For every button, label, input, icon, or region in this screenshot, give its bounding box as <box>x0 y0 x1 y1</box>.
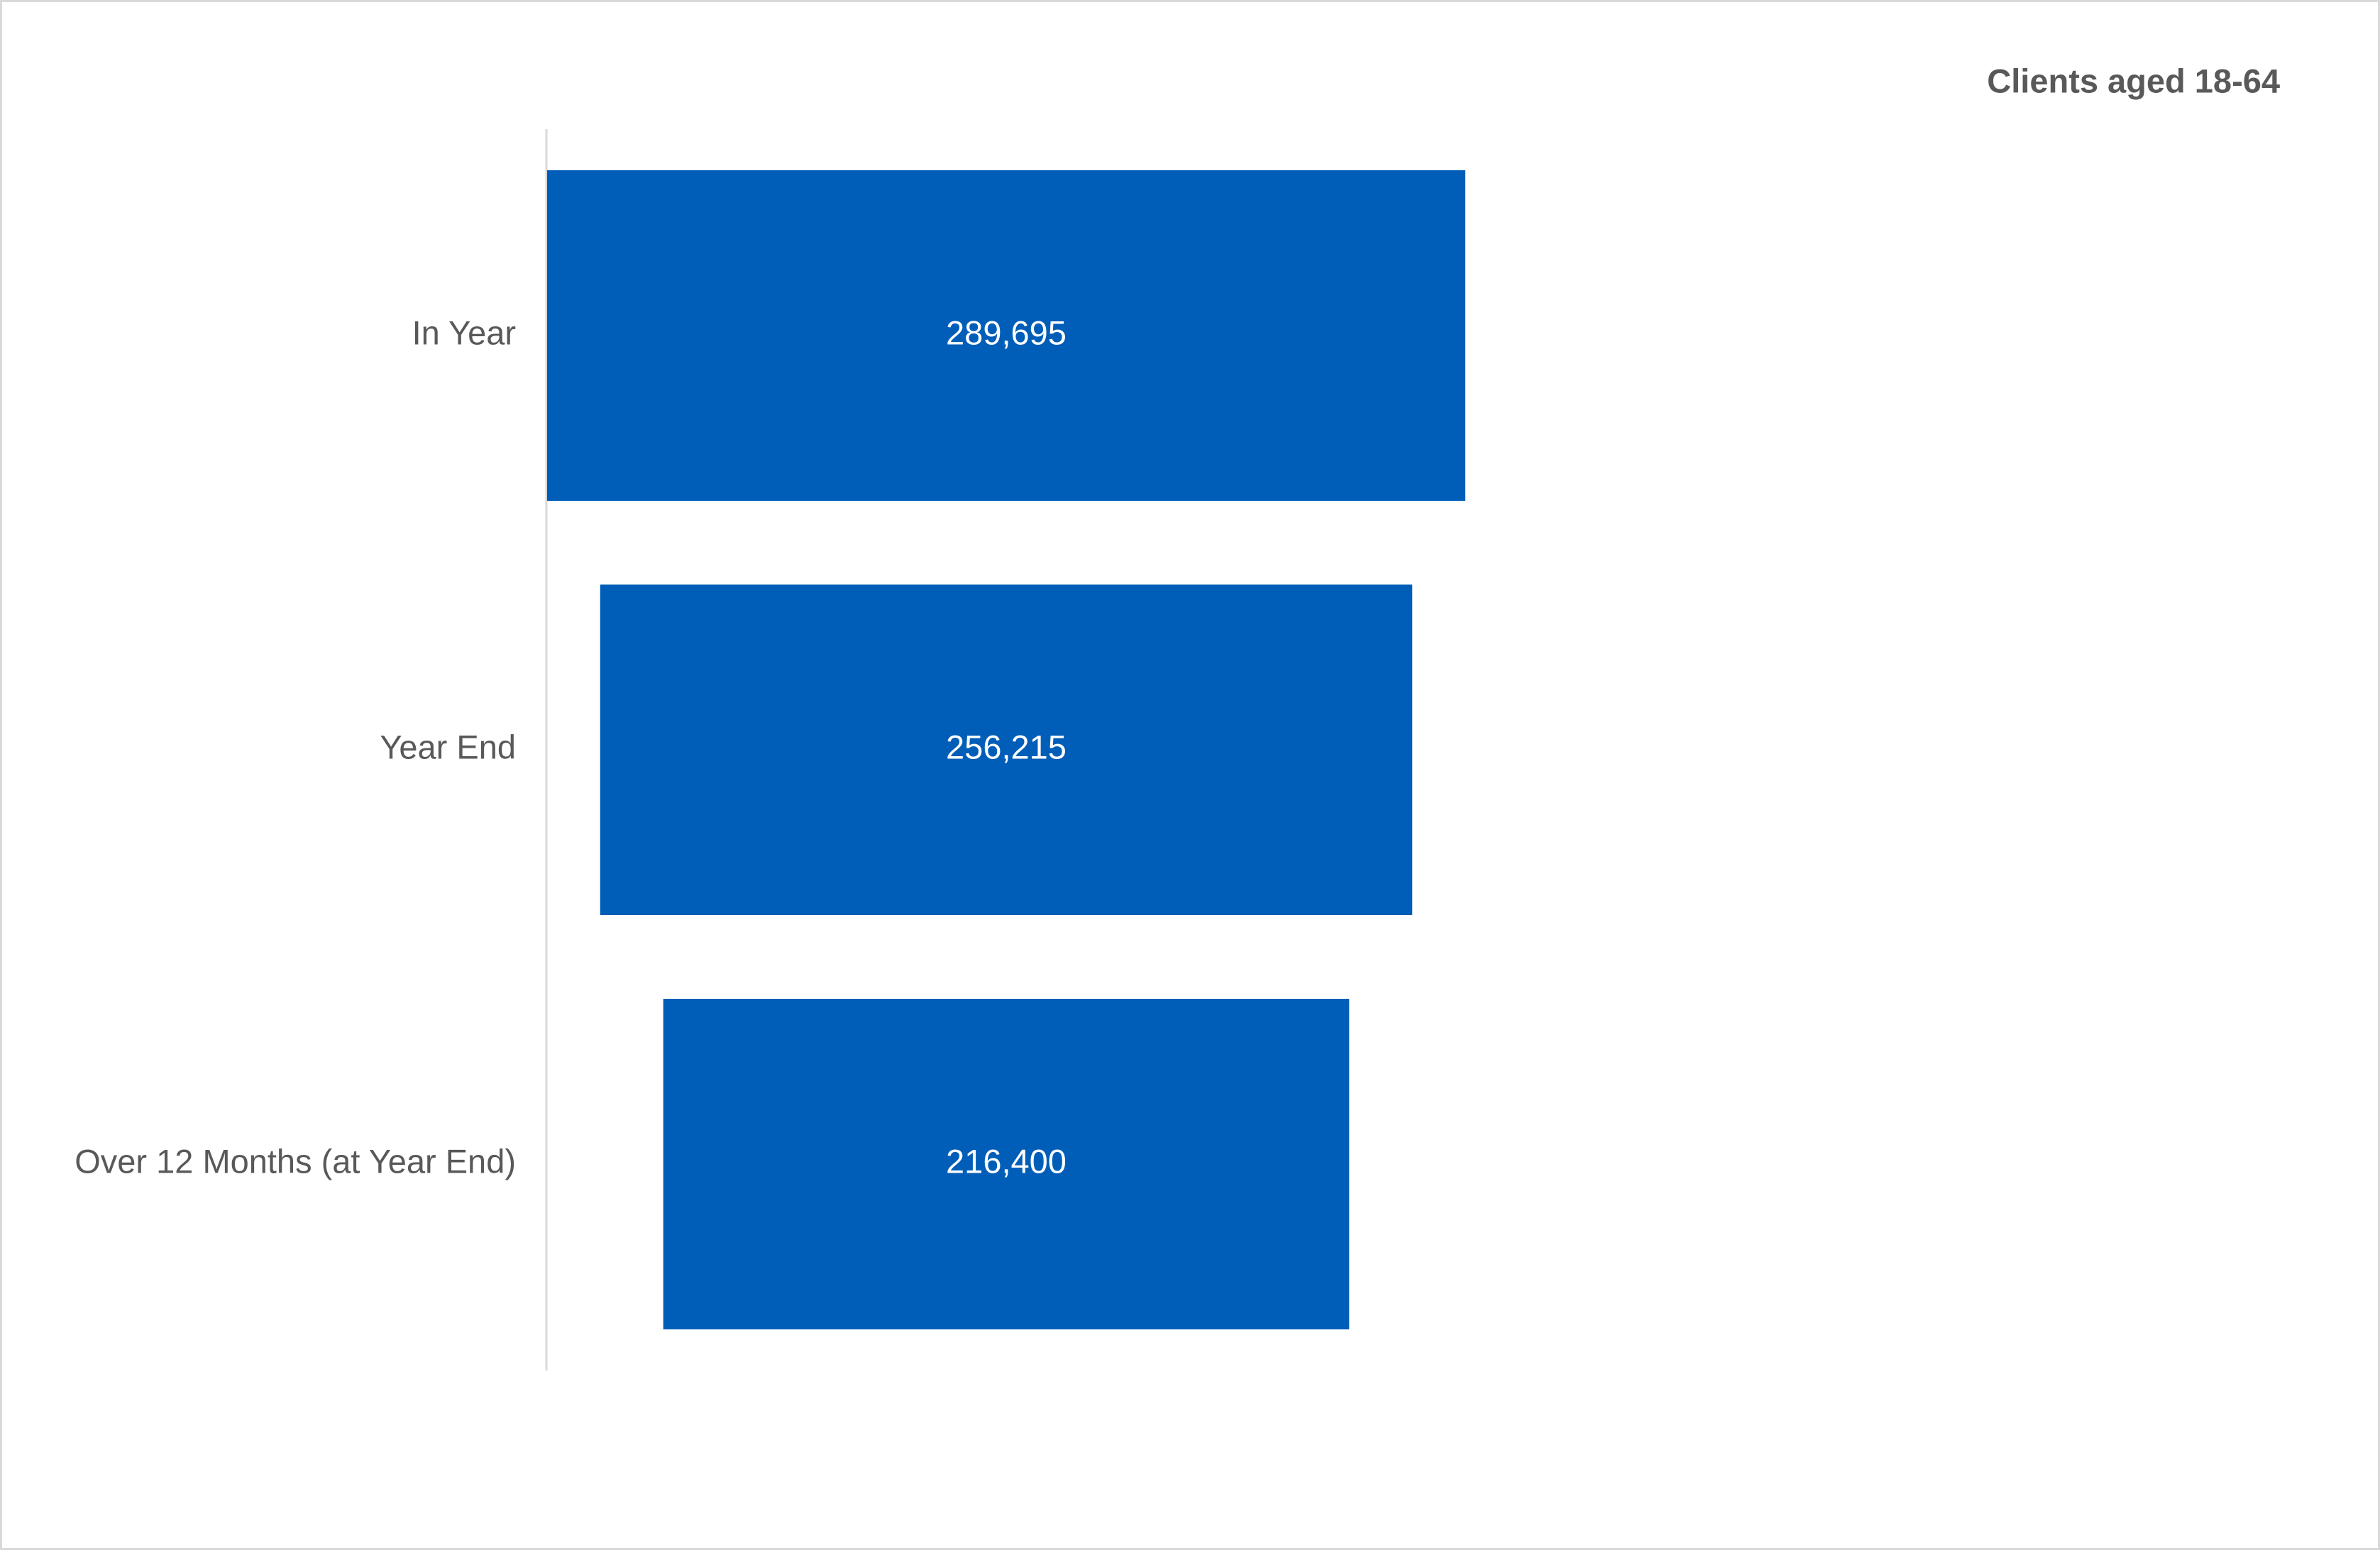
value-label: 216,400 <box>946 1142 1067 1180</box>
value-label: 289,695 <box>946 314 1067 351</box>
category-label: Year End <box>380 728 516 765</box>
funnel-bar <box>663 999 1350 1329</box>
category-label: In Year <box>412 314 516 351</box>
funnel-bar <box>600 585 1413 915</box>
value-label: 256,215 <box>946 728 1067 765</box>
funnel-bar <box>547 170 1465 501</box>
chart-title: Clients aged 18-64 <box>1987 62 2280 99</box>
category-label: Over 12 Months (at Year End) <box>75 1142 516 1180</box>
